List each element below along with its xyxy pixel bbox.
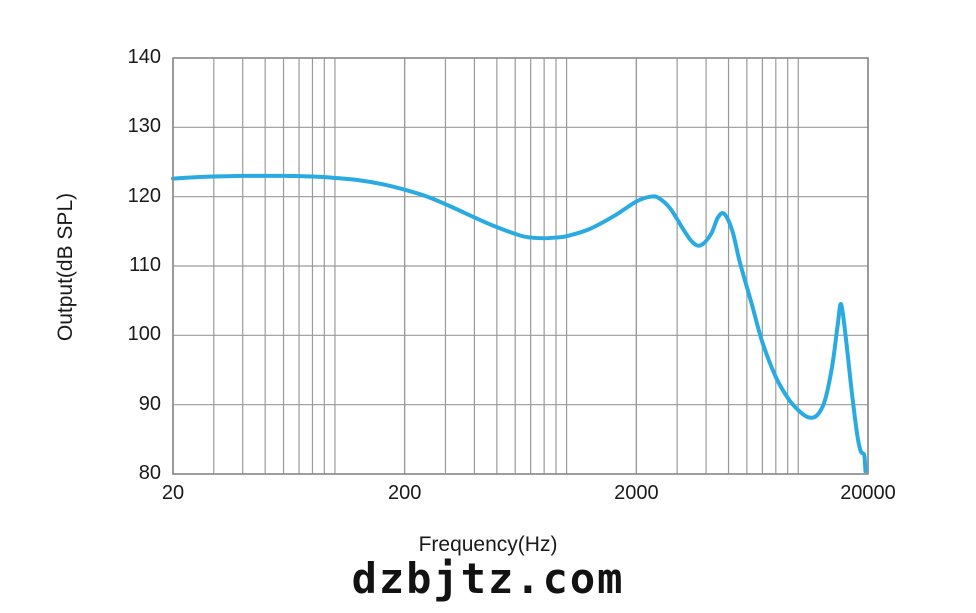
axis-frame-layer: [172, 57, 869, 475]
response-curve: [171, 173, 868, 474]
site-watermark: dzbjtz.com: [351, 554, 625, 603]
plot-frame: [172, 57, 869, 475]
curve-layer: [171, 173, 868, 474]
grid-layer: [172, 57, 869, 475]
y-axis-title: Output(dB SPL): [54, 192, 77, 342]
x-axis-title: Frequency(Hz): [418, 533, 558, 556]
